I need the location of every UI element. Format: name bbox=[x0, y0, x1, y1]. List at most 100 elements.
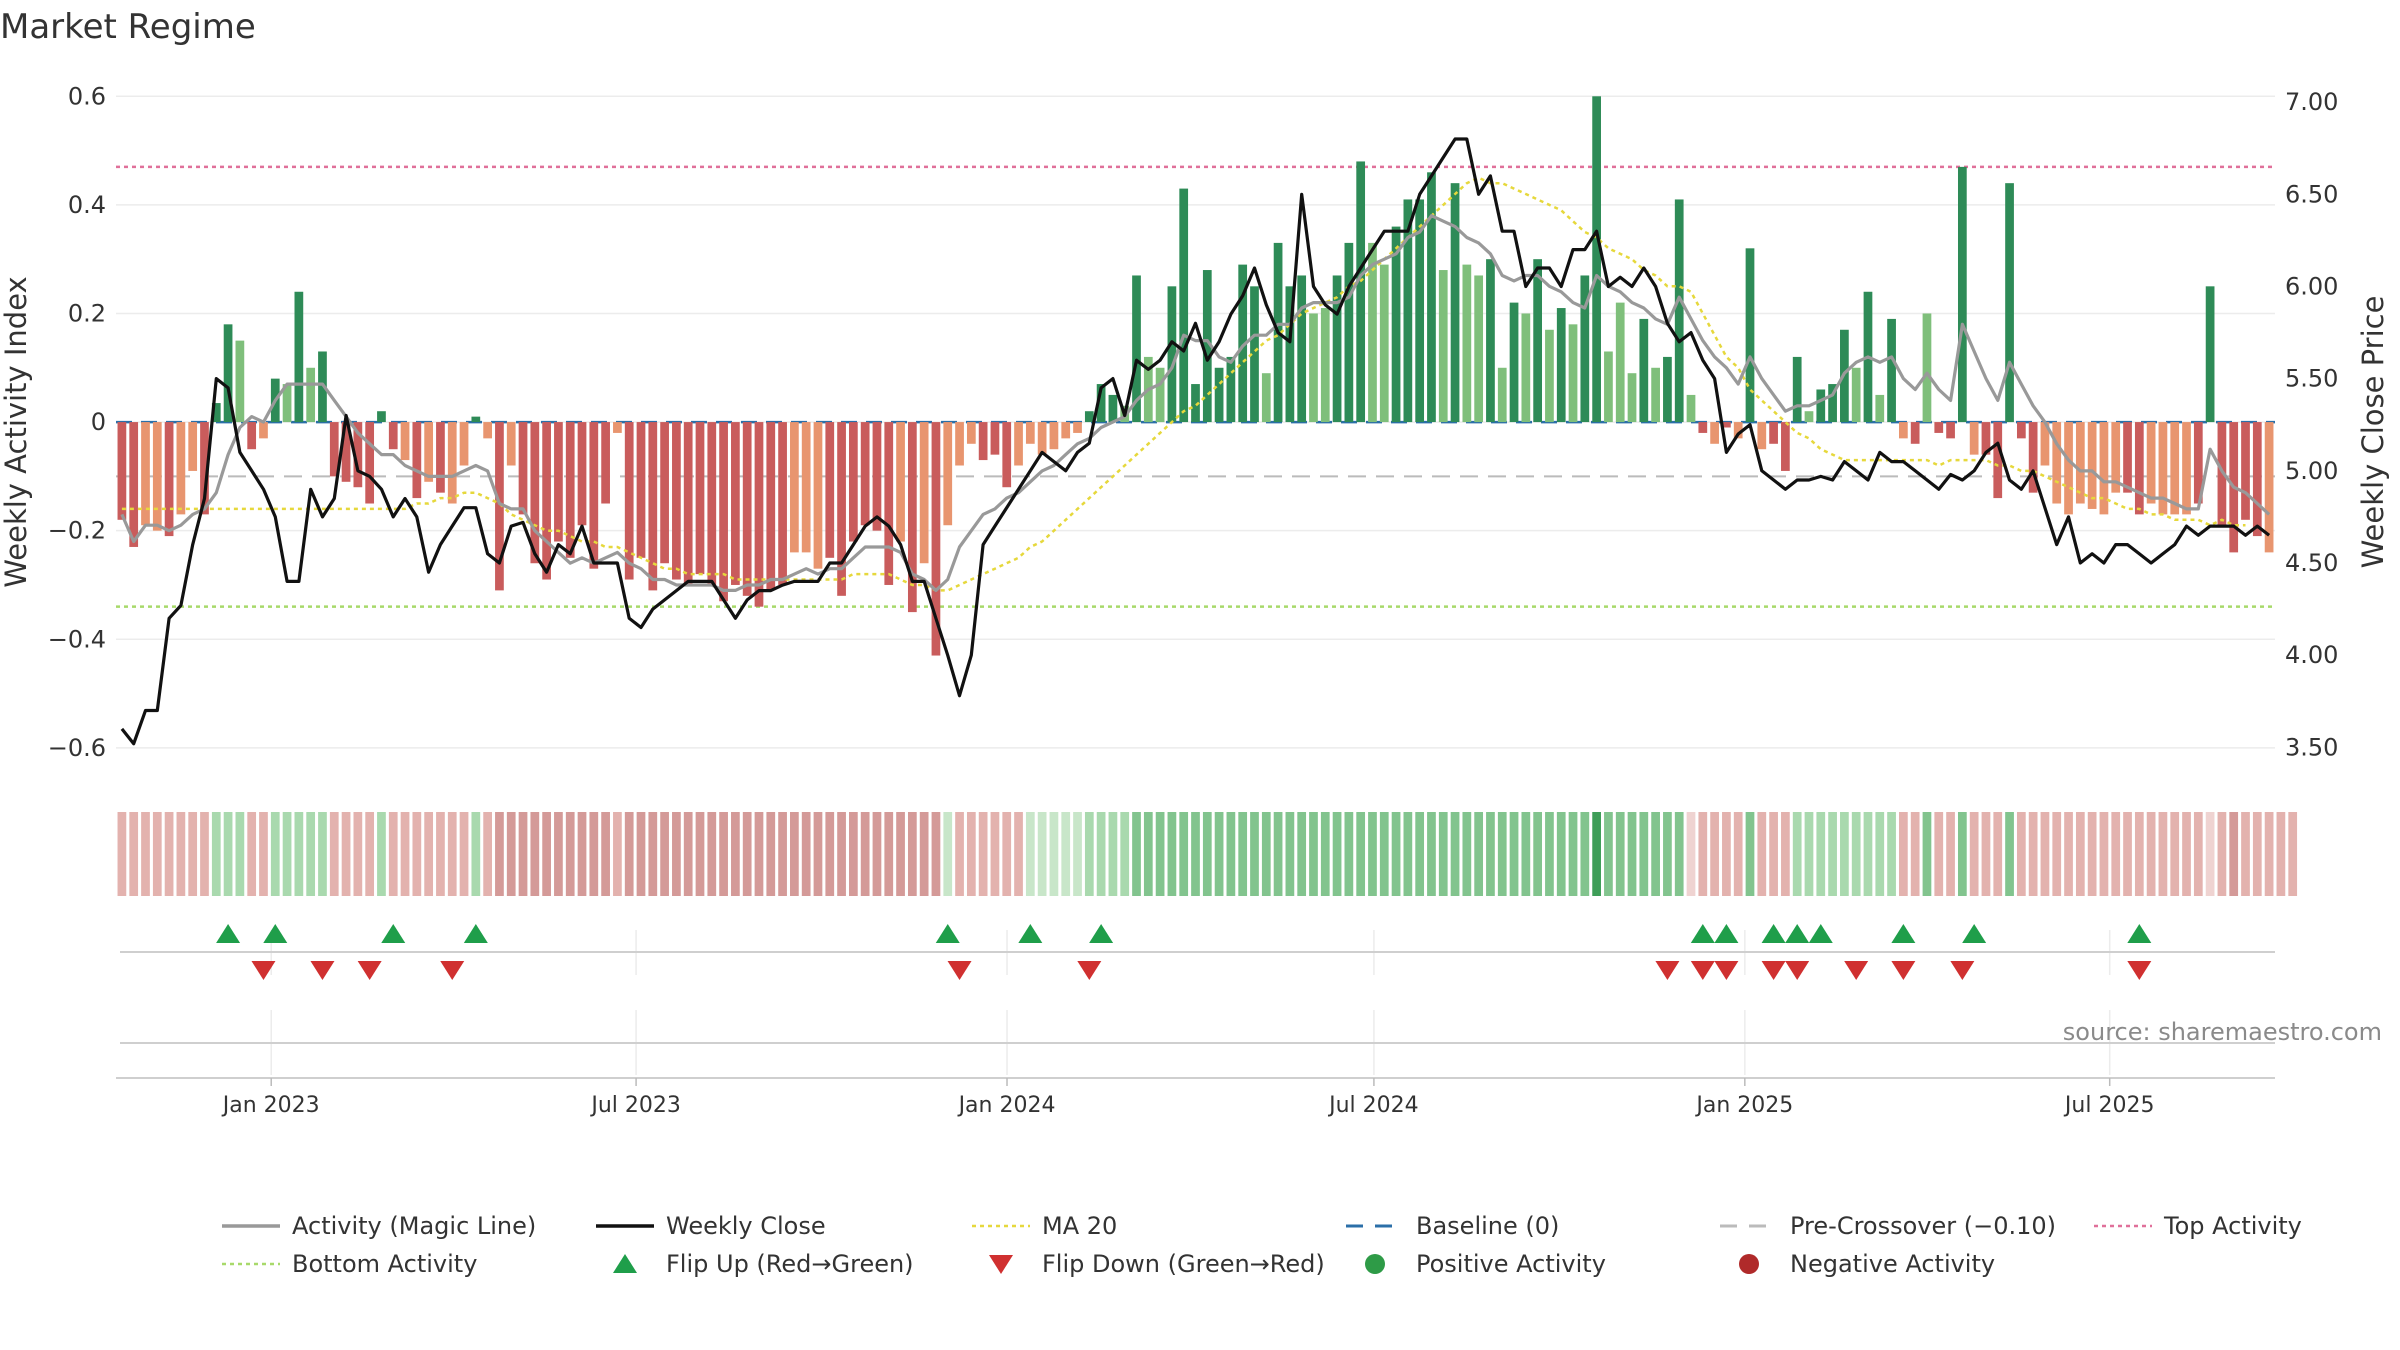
activity-bar bbox=[613, 422, 622, 433]
regime-cell bbox=[400, 812, 410, 896]
regime-cell bbox=[1096, 812, 1106, 896]
legend-swatch bbox=[1739, 1254, 1759, 1274]
activity-bar bbox=[931, 422, 941, 656]
activity-bar bbox=[801, 422, 811, 553]
regime-cell bbox=[943, 812, 953, 896]
activity-bar bbox=[825, 422, 835, 558]
flip-down-marker bbox=[440, 961, 465, 980]
activity-bar bbox=[754, 422, 764, 607]
activity-bar bbox=[742, 422, 752, 596]
activity-bar bbox=[471, 416, 481, 423]
regime-cell bbox=[270, 812, 280, 896]
activity-bar bbox=[1875, 394, 1885, 423]
regime-cell bbox=[589, 812, 599, 896]
regime-cell bbox=[683, 812, 693, 896]
activity-bar bbox=[2075, 422, 2085, 504]
activity-bar bbox=[400, 422, 410, 461]
regime-cell bbox=[613, 812, 622, 896]
right-axis-ticks: 3.50 4.00 4.50 5.00 5.50 6.00 6.50 7.00 bbox=[2285, 88, 2338, 761]
activity-bar bbox=[2217, 422, 2227, 526]
activity-bar bbox=[542, 422, 551, 580]
flip-up-marker bbox=[1089, 924, 1114, 943]
regime-cell bbox=[790, 812, 799, 896]
activity-bar bbox=[1297, 275, 1307, 423]
activity-bar bbox=[1002, 422, 1012, 488]
regime-cell bbox=[1320, 812, 1330, 896]
regime-cell bbox=[848, 812, 858, 896]
activity-bar bbox=[1037, 422, 1047, 455]
activity-bar bbox=[1828, 384, 1837, 423]
regime-cell bbox=[2252, 812, 2262, 896]
regime-cell bbox=[672, 812, 681, 896]
activity-bar bbox=[1379, 264, 1389, 423]
regime-cell bbox=[742, 812, 752, 896]
regime-cell bbox=[1002, 812, 1012, 896]
regime-cell bbox=[2099, 812, 2109, 896]
regime-cell bbox=[1910, 812, 1920, 896]
regime-cell bbox=[1202, 812, 1212, 896]
date-axis-ticks: Jan 2023 Jul 2023 Jan 2024 Jul 2024 Jan 2025… bbox=[221, 1078, 2154, 1118]
regime-cell bbox=[495, 812, 504, 896]
activity-bar bbox=[660, 422, 669, 564]
activity-bar bbox=[907, 422, 917, 613]
flip-up-marker bbox=[263, 924, 288, 943]
regime-cell bbox=[1132, 812, 1141, 896]
activity-bar bbox=[813, 422, 823, 569]
activity-bar bbox=[318, 351, 327, 423]
regime-cell bbox=[1474, 812, 1484, 896]
flip-up-marker bbox=[381, 924, 406, 943]
regime-cell bbox=[506, 812, 516, 896]
activity-bar bbox=[2016, 422, 2026, 439]
regime-cell bbox=[1946, 812, 1955, 896]
activity-bar bbox=[341, 422, 351, 482]
regime-cell bbox=[990, 812, 1000, 896]
regime-cell bbox=[2087, 812, 2097, 896]
regime-cell bbox=[2288, 812, 2298, 896]
activity-bar bbox=[2252, 422, 2262, 537]
regime-cell bbox=[223, 812, 233, 896]
regime-cell bbox=[141, 812, 150, 896]
activity-bar bbox=[447, 422, 457, 504]
activity-bar bbox=[2146, 422, 2156, 504]
regime-cell bbox=[1073, 812, 1082, 896]
regime-cell bbox=[919, 812, 929, 896]
regime-cell bbox=[412, 812, 422, 896]
activity-bar bbox=[990, 422, 1000, 455]
regime-cell bbox=[1084, 812, 1094, 896]
activity-bar bbox=[1651, 367, 1660, 423]
activity-bar bbox=[1922, 313, 1932, 423]
activity-bar bbox=[624, 422, 634, 580]
activity-bar bbox=[1969, 422, 1979, 455]
regime-cell bbox=[1391, 812, 1401, 896]
regime-cell bbox=[554, 812, 563, 896]
series-lines bbox=[120, 137, 2271, 746]
legend-label: Positive Activity bbox=[1416, 1250, 1606, 1278]
regime-cell bbox=[1497, 812, 1507, 896]
regime-cell bbox=[447, 812, 457, 896]
activity-bar bbox=[211, 403, 221, 423]
activity-bar bbox=[1108, 394, 1118, 423]
regime-cell bbox=[1615, 812, 1625, 896]
regime-cell bbox=[2182, 812, 2191, 896]
regime-cell bbox=[813, 812, 823, 896]
activity-bar bbox=[329, 422, 339, 477]
regime-cell bbox=[966, 812, 976, 896]
activity-bar bbox=[152, 422, 162, 531]
regime-cell bbox=[707, 812, 717, 896]
flip-down-marker bbox=[1690, 961, 1715, 980]
activity-bar bbox=[1757, 422, 1767, 450]
flip-down-marker bbox=[357, 961, 382, 980]
regime-cell bbox=[1993, 812, 2003, 896]
activity-bar bbox=[1438, 270, 1448, 423]
y2-tick-label: 7.00 bbox=[2285, 88, 2338, 116]
regime-cell bbox=[1261, 812, 1271, 896]
regime-cell bbox=[1556, 812, 1566, 896]
activity-bar bbox=[778, 422, 787, 585]
regime-cell bbox=[1226, 812, 1236, 896]
activity-bar bbox=[1073, 422, 1082, 433]
flip-markers-panel bbox=[120, 924, 2275, 980]
activity-bar bbox=[2111, 422, 2121, 493]
activity-bar bbox=[837, 422, 846, 596]
regime-cell bbox=[1486, 812, 1495, 896]
regime-cell bbox=[1627, 812, 1637, 896]
